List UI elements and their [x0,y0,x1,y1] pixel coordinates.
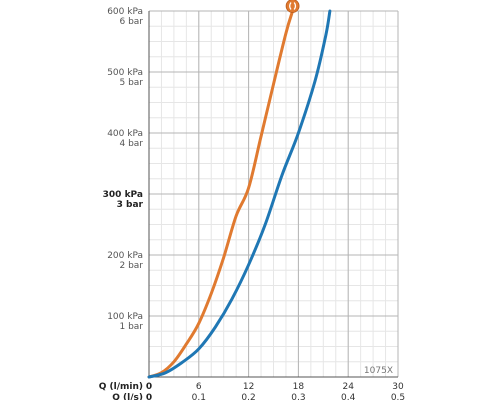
x-tick-label: 0.3 [291,393,305,400]
x-axis-labels: Q (l/min) 0 6 12 18 24 30 Q (l/s) 0 0.1 0.2 0.3 0.4 0… [99,382,405,400]
x-tick-label: 12 [243,382,254,392]
y-tick-bar: 3 bar [117,200,144,210]
x-tick-label: 0.2 [241,393,255,400]
y-tick-kpa: 200 kPa [107,251,143,261]
x-tick-label: 0 [146,382,152,392]
y-tick-kpa: 500 kPa [107,68,143,78]
major-grid [148,10,399,378]
y-tick-bar: 1 bar [119,322,143,332]
y-tick-kpa: 600 kPa [107,7,143,17]
x-tick-label: 0 [146,393,152,400]
x-tick-label: 0.4 [341,393,356,400]
series-line [147,9,295,379]
x-tick-label: 30 [392,382,404,392]
model-code-label: 1075X [364,366,393,376]
x-axis-name: Q (l/min) [99,382,143,392]
handle-symbol-icon [285,0,300,13]
y-tick-kpa: 400 kPa [107,129,143,139]
x-tick-label: 24 [342,382,354,392]
y-tick-bar: 5 bar [119,78,143,88]
x-tick-label: 0.1 [192,393,206,400]
curves [147,9,332,379]
y-tick-kpa: 300 kPa [103,190,143,200]
x-tick-label: 0.5 [391,393,405,400]
y-tick-bar: 4 bar [119,139,143,149]
marker-glyph-right [293,2,297,10]
marker-disc [285,0,300,13]
series-line [147,9,332,379]
y-tick-bar: 2 bar [119,261,143,271]
y-tick-kpa: 100 kPa [107,312,143,322]
x-tick-label: 6 [196,382,202,392]
x-axis-name: Q (l/s) [112,393,143,400]
x-tick-label: 18 [293,382,305,392]
marker-glyph-left [289,2,292,10]
y-tick-bar: 6 bar [119,17,143,27]
